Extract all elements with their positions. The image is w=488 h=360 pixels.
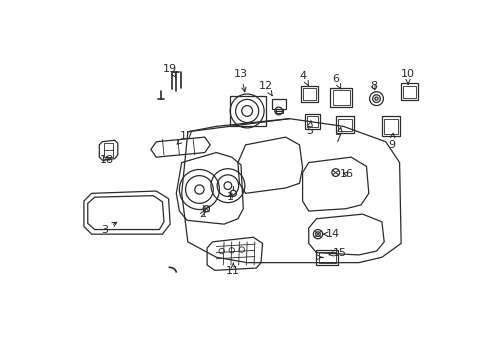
- Text: 4: 4: [299, 71, 308, 86]
- Text: 2: 2: [199, 209, 205, 219]
- Text: 12: 12: [258, 81, 272, 96]
- Text: 7: 7: [334, 127, 341, 144]
- Bar: [301, 86, 317, 103]
- Bar: [104, 143, 113, 157]
- Text: 11: 11: [226, 263, 240, 276]
- Bar: [230, 95, 265, 126]
- Text: 5: 5: [305, 121, 312, 136]
- Text: 6: 6: [331, 74, 340, 89]
- Text: 19: 19: [163, 64, 177, 77]
- Bar: [318, 252, 335, 263]
- Text: 8: 8: [369, 81, 376, 91]
- Bar: [332, 90, 349, 105]
- Text: 16: 16: [340, 169, 353, 179]
- Text: 1: 1: [226, 192, 233, 202]
- Text: 18: 18: [100, 155, 114, 165]
- Bar: [276, 109, 282, 113]
- Text: 13: 13: [234, 69, 247, 92]
- Text: 15: 15: [328, 248, 346, 258]
- Text: 17: 17: [177, 131, 194, 144]
- Text: 9: 9: [387, 133, 395, 150]
- Bar: [400, 83, 417, 100]
- Bar: [403, 86, 415, 98]
- Text: 14: 14: [323, 229, 340, 239]
- Bar: [335, 116, 353, 133]
- Bar: [337, 119, 351, 131]
- Bar: [271, 99, 285, 109]
- Bar: [329, 88, 351, 107]
- Text: 3: 3: [101, 222, 117, 235]
- Bar: [384, 119, 397, 134]
- Bar: [306, 116, 317, 127]
- Bar: [316, 249, 337, 265]
- Text: 10: 10: [400, 69, 414, 85]
- Bar: [303, 88, 315, 100]
- Bar: [381, 116, 400, 136]
- Bar: [305, 114, 320, 130]
